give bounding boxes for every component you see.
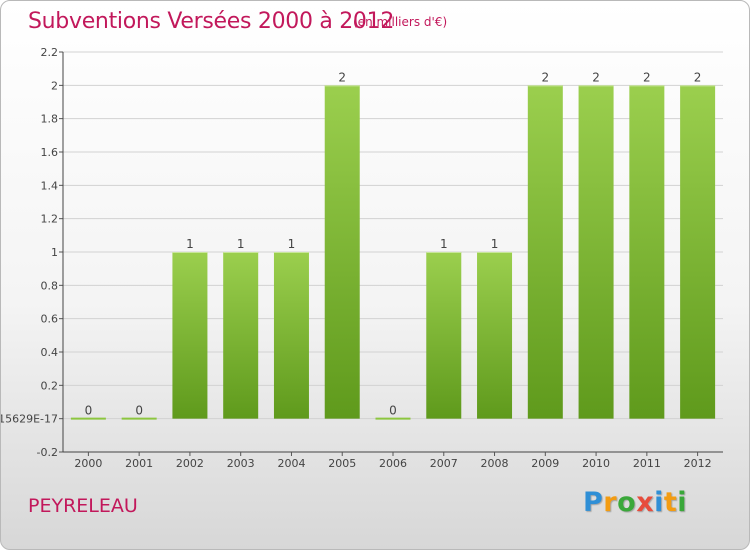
logo-letter: i [654, 487, 664, 518]
data-label: 2 [592, 70, 600, 84]
bar-2005 [324, 85, 360, 419]
data-label: 2 [338, 70, 346, 84]
y-tick-label: 1.2 [41, 213, 59, 226]
logo-letter: r [603, 487, 618, 518]
data-label: 1 [491, 237, 499, 251]
commune-name: PEYRELEAU [28, 495, 138, 517]
x-tick-label: 2006 [379, 457, 407, 470]
x-tick-label: 2000 [74, 457, 102, 470]
bar-2002 [172, 252, 208, 419]
y-tick-label: 0.4 [41, 346, 59, 359]
x-tick-label: 2012 [684, 457, 712, 470]
y-tick-label: 0.2 [41, 379, 59, 392]
logo-letter: o [617, 487, 637, 518]
x-tick-label: 2007 [430, 457, 458, 470]
y-tick-label: 0.6 [41, 313, 59, 326]
y-tick-label: 1.4 [41, 179, 59, 192]
y-tick-label: -2.15629E-17 [1, 413, 58, 426]
bar-2008 [477, 252, 513, 419]
y-tick-label: 1 [51, 246, 58, 259]
data-label: 0 [389, 404, 397, 418]
y-tick-label: 2.2 [41, 46, 59, 59]
y-tick-label: 2 [51, 79, 58, 92]
y-tick-label: 1.6 [41, 146, 59, 159]
data-label: 2 [643, 70, 651, 84]
chart-title: Subventions Versées 2000 à 2012 [28, 9, 395, 34]
data-label: 1 [288, 237, 296, 251]
x-tick-label: 2003 [227, 457, 255, 470]
bar-2009 [527, 85, 563, 419]
logo-letter: P [583, 487, 604, 518]
bar-2003 [223, 252, 259, 419]
y-tick-label: 1.8 [41, 113, 59, 126]
data-label: 2 [694, 70, 702, 84]
data-label: 1 [440, 237, 448, 251]
x-tick-label: 2004 [277, 457, 305, 470]
x-tick-label: 2008 [481, 457, 509, 470]
data-label: 2 [541, 70, 549, 84]
proxiti-logo: Proxiti [583, 487, 687, 518]
logo-letter: i [677, 487, 688, 518]
x-tick-label: 2005 [328, 457, 356, 470]
x-tick-label: 2011 [633, 457, 661, 470]
data-label: 0 [85, 404, 93, 418]
x-tick-label: 2010 [582, 457, 610, 470]
x-tick-label: 2009 [531, 457, 559, 470]
bar-2010 [578, 85, 614, 419]
bar-2011 [629, 85, 665, 419]
y-tick-label: 0.8 [41, 279, 59, 292]
chart-unit-note: (en milliers d'€) [353, 15, 448, 29]
x-tick-label: 2002 [176, 457, 204, 470]
logo-letter: t [663, 487, 678, 518]
data-label: 1 [186, 237, 194, 251]
bar-2012 [680, 85, 716, 419]
bar-2007 [426, 252, 462, 419]
x-tick-label: 2001 [125, 457, 153, 470]
bar-2004 [273, 252, 309, 419]
logo-letter: x [636, 487, 655, 518]
data-label: 1 [237, 237, 245, 251]
data-label: 0 [135, 404, 143, 418]
y-tick-label: -0.2 [37, 446, 58, 459]
